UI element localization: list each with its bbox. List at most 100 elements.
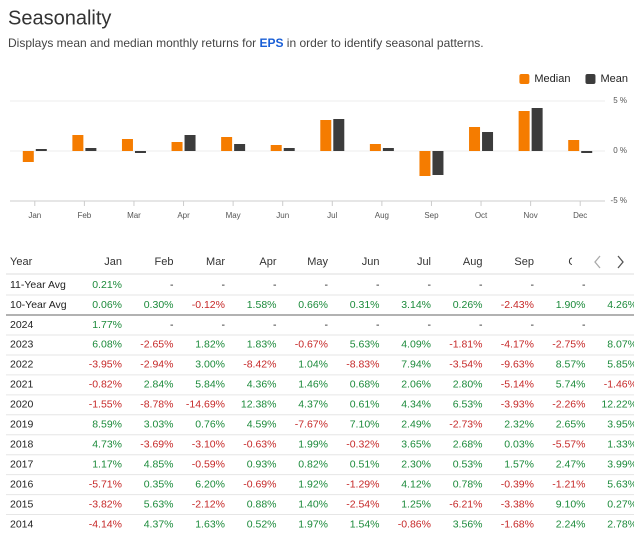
table-cell: 6.08%	[92, 339, 122, 351]
table-cell: -5.57%	[552, 438, 585, 450]
legend-swatch	[585, 74, 596, 84]
table-cell: 0.52%	[247, 518, 277, 530]
bar	[134, 151, 146, 153]
subtitle-text: in order to identify seasonal patterns.	[283, 36, 483, 50]
table-cell: 1.77%	[92, 319, 122, 331]
row-label: 2018	[10, 438, 34, 450]
prev-button[interactable]	[594, 255, 601, 269]
table-cell: -9.63%	[501, 359, 534, 371]
legend-label: Mean	[600, 73, 628, 85]
table-cell: 4.37%	[298, 399, 328, 411]
table-cell: -2.94%	[140, 359, 173, 371]
table-cell: 2.24%	[556, 518, 586, 530]
table-cell: -0.67%	[295, 339, 328, 351]
table-cell: -	[376, 319, 380, 331]
table-cell: 0.06%	[92, 299, 122, 311]
table-cell: 1.57%	[504, 458, 534, 470]
table-cell: -	[222, 279, 226, 291]
column-header: Feb	[155, 256, 174, 268]
table-cell: -2.73%	[449, 419, 482, 431]
bar	[333, 119, 345, 151]
subtitle: Displays mean and median monthly returns…	[8, 36, 484, 50]
bar	[171, 142, 183, 151]
table-cell: 12.22%	[601, 399, 637, 411]
row-label: 2023	[10, 339, 34, 351]
table-cell: 0.78%	[453, 478, 483, 490]
table-cell: 5.84%	[195, 379, 225, 391]
table-cell: -0.82%	[89, 379, 122, 391]
title: Seasonality	[8, 7, 111, 29]
table-cell: 2.68%	[453, 438, 483, 450]
table-cell: 1.63%	[195, 518, 225, 530]
table-cell: 1.17%	[92, 458, 122, 470]
subtitle-text: Displays mean and median monthly returns…	[8, 36, 259, 50]
table-cell: 0.88%	[247, 498, 277, 510]
x-tick-label: Aug	[375, 211, 389, 220]
table-cell: 0.93%	[247, 458, 277, 470]
table-cell: 0.35%	[144, 478, 174, 490]
table-cell: 4.36%	[247, 379, 277, 391]
row-label: 2014	[10, 518, 34, 530]
bar	[221, 137, 233, 151]
table-cell: 6.20%	[195, 478, 225, 490]
x-tick-label: Sep	[424, 211, 439, 220]
table-cell: -	[273, 319, 277, 331]
table-cell: -6.21%	[449, 498, 482, 510]
table-cell: -4.17%	[501, 339, 534, 351]
table-cell: 1.90%	[556, 299, 586, 311]
nav-bg	[572, 250, 640, 272]
table-cell: -2.12%	[192, 498, 225, 510]
table-cell: -5.71%	[89, 478, 122, 490]
table-cell: -3.93%	[501, 399, 534, 411]
table-cell: -7.67%	[295, 419, 328, 431]
table-cell: 2.32%	[504, 419, 534, 431]
table-cell: 9.10%	[556, 498, 586, 510]
x-tick-label: Nov	[524, 211, 538, 220]
x-tick-label: Feb	[77, 211, 91, 220]
table-cell: 4.12%	[401, 478, 431, 490]
table-cell: 3.56%	[453, 518, 483, 530]
table-cell: 2.47%	[556, 458, 586, 470]
next-button[interactable]	[617, 255, 624, 269]
table-cell: -	[479, 319, 483, 331]
table-cell: -3.82%	[89, 498, 122, 510]
table-cell: -	[170, 319, 174, 331]
x-tick-label: May	[226, 211, 241, 220]
table-cell: 0.61%	[350, 399, 380, 411]
x-tick-label: Mar	[127, 211, 141, 220]
row-label: 2019	[10, 419, 34, 431]
row-label: 2020	[10, 399, 34, 411]
table: YearJanFebMarAprMayJunJulAugSepOct11-Yea…	[6, 256, 637, 530]
x-tick-label: Apr	[177, 211, 190, 220]
bar	[568, 140, 580, 151]
table-cell: 3.95%	[607, 419, 637, 431]
bar	[482, 132, 494, 151]
table-cell: -2.54%	[346, 498, 379, 510]
x-tick-label: Jul	[327, 211, 337, 220]
table-cell: 2.84%	[144, 379, 174, 391]
table-cell: 8.07%	[607, 339, 637, 351]
ticker-link[interactable]: EPS	[259, 36, 283, 50]
table-cell: 4.85%	[144, 458, 174, 470]
table-cell: 1.99%	[298, 438, 328, 450]
x-tick-label: Jan	[28, 211, 41, 220]
bar	[469, 127, 481, 151]
table-cell: -1.29%	[346, 478, 379, 490]
table-cell: 0.66%	[298, 299, 328, 311]
row-label: 2016	[10, 478, 34, 490]
table-cell: 1.54%	[350, 518, 380, 530]
table-cell: 0.53%	[453, 458, 483, 470]
table-cell: -	[222, 319, 226, 331]
legend-swatch	[519, 74, 530, 84]
column-header: Year	[10, 256, 33, 268]
table-cell: -	[376, 279, 380, 291]
column-header: Mar	[206, 256, 225, 268]
table-cell: 0.27%	[607, 498, 637, 510]
table-cell: -14.69%	[186, 399, 225, 411]
table-cell: -0.12%	[192, 299, 225, 311]
table-cell: 6.53%	[453, 399, 483, 411]
bar	[234, 144, 246, 151]
table-cell: 3.65%	[401, 438, 431, 450]
row-label: 2024	[10, 319, 34, 331]
table-cell: 5.63%	[607, 478, 637, 490]
